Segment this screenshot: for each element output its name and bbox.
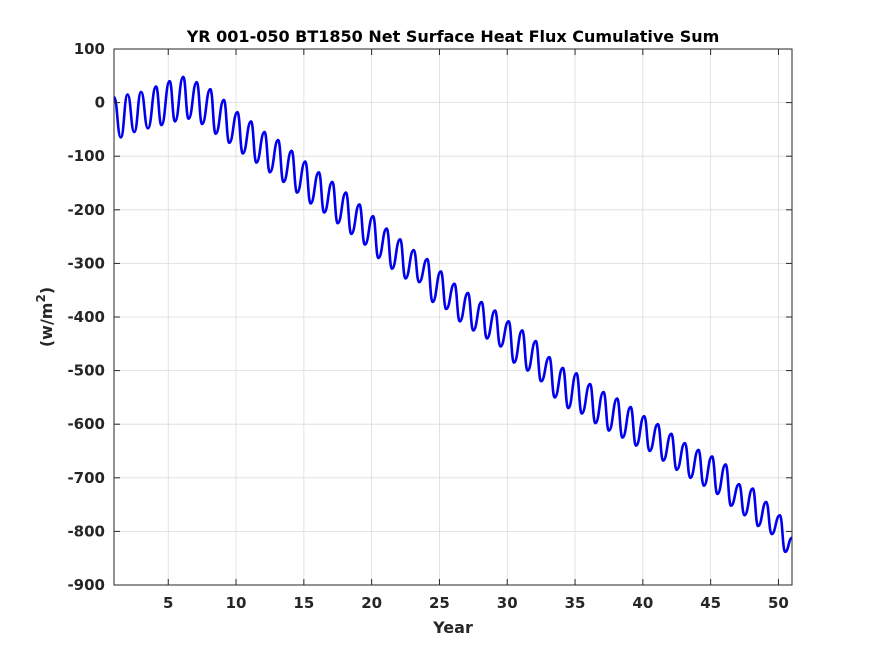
x-axis: 5 10 15 20 25 30 35 40 45 50 xyxy=(163,49,789,612)
y-axis: 100 0 -100 -200 -300 -400 -500 -600 -700 -800 -900 xyxy=(67,40,792,594)
x-tick-label: 35 xyxy=(565,594,586,612)
x-axis-label: Year xyxy=(432,618,473,637)
x-tick-label: 10 xyxy=(226,594,247,612)
y-tick-label: -300 xyxy=(67,254,105,272)
y-tick-label: -900 xyxy=(67,576,105,594)
y-tick-label: 100 xyxy=(74,40,105,58)
series-line xyxy=(112,75,793,554)
x-tick-label: 5 xyxy=(163,594,173,612)
y-tick-label: -800 xyxy=(67,522,105,540)
chart-title: YR 001-050 BT1850 Net Surface Heat Flux … xyxy=(186,27,720,46)
plot-area xyxy=(112,75,793,554)
grid-lines xyxy=(114,48,792,586)
y-tick-label: -400 xyxy=(67,308,105,326)
y-tick-label: -600 xyxy=(67,415,105,433)
y-axis-label-superscript: 2 xyxy=(34,294,48,302)
y-axis-label-main: (w/m xyxy=(37,303,56,348)
y-tick-label: -200 xyxy=(67,201,105,219)
y-tick-label: 0 xyxy=(95,94,105,112)
x-tick-label: 25 xyxy=(429,594,450,612)
y-axis-label: (w/m2) xyxy=(34,287,56,347)
x-tick-label: 30 xyxy=(497,594,518,612)
x-tick-label: 40 xyxy=(632,594,653,612)
y-tick-label: -100 xyxy=(67,147,105,165)
x-tick-label: 50 xyxy=(768,594,789,612)
y-axis-label-close: ) xyxy=(37,287,56,294)
y-tick-label: -700 xyxy=(67,469,105,487)
x-tick-label: 45 xyxy=(700,594,721,612)
x-tick-label: 20 xyxy=(361,594,382,612)
x-tick-label: 15 xyxy=(293,594,314,612)
y-tick-label: -500 xyxy=(67,362,105,380)
